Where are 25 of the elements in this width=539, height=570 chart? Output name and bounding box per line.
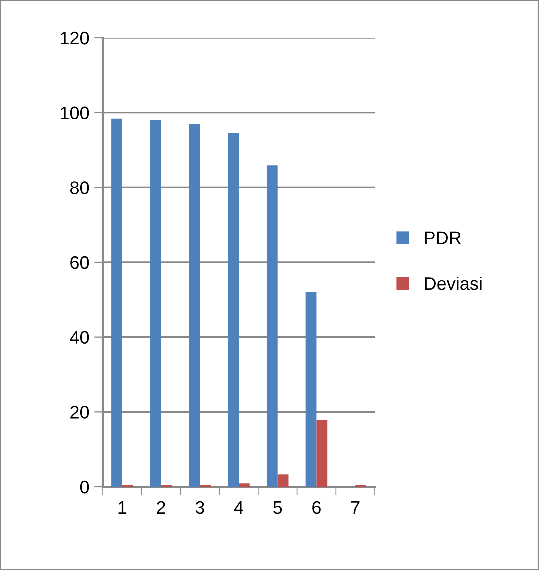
y-tick-label: 0 xyxy=(80,480,90,494)
x-tick-label: 3 xyxy=(196,501,204,514)
x-tick-label: 6 xyxy=(312,501,321,514)
y-tick-label: 60 xyxy=(70,256,90,270)
legend-label: Deviasi xyxy=(425,276,482,290)
y-tick-label: 40 xyxy=(70,331,90,344)
bar xyxy=(189,124,200,487)
bar xyxy=(239,484,250,487)
x-tick-label: 1 xyxy=(118,502,127,514)
bar xyxy=(278,474,289,487)
x-tick-label: 2 xyxy=(157,501,166,514)
y-tick-label: 100 xyxy=(61,106,90,120)
legend-label: PDR xyxy=(425,232,462,244)
bar xyxy=(316,420,328,487)
x-tick-label: 5 xyxy=(274,502,282,514)
bar xyxy=(228,133,239,487)
bar xyxy=(266,166,278,487)
bar xyxy=(306,292,317,487)
y-tick-label: 20 xyxy=(70,406,90,419)
y-tick-label: 120 xyxy=(61,32,90,45)
bar xyxy=(150,120,162,487)
y-tick-label: 80 xyxy=(70,182,90,194)
bar xyxy=(112,118,122,487)
x-tick-label: 7 xyxy=(351,502,360,514)
x-tick-label: 4 xyxy=(234,502,244,514)
